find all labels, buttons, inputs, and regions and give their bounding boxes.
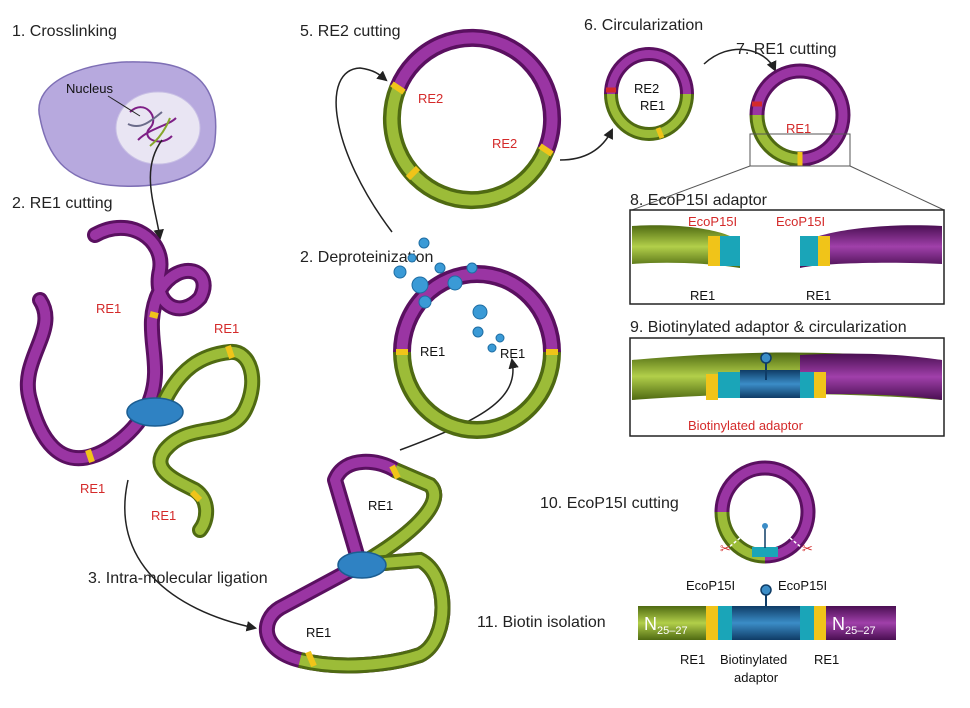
- ecop-label-d: EcoP15I: [778, 578, 827, 593]
- re2-label-a: RE2: [418, 91, 443, 106]
- re1-label-i: RE1: [640, 98, 665, 113]
- step-8-title: 8. EcoP15I adaptor: [630, 192, 768, 209]
- re2-label-b: RE2: [492, 136, 517, 151]
- ecop-label-c: EcoP15I: [686, 578, 735, 593]
- dna-strand-loop: [19, 219, 261, 538]
- re1-label-c: RE1: [80, 481, 105, 496]
- svg-text:✂: ✂: [802, 541, 813, 556]
- step-2-title: 2. RE1 cutting: [12, 195, 113, 212]
- re1-label-d: RE1: [151, 508, 176, 523]
- re1-label-l: RE1: [806, 288, 831, 303]
- step-9-title: 9. Biotinylated adaptor & circularizatio…: [630, 319, 907, 336]
- re1-label-b: RE1: [214, 321, 239, 336]
- n-left: N25–27: [644, 614, 688, 637]
- arrow-1-to-2: [149, 139, 164, 241]
- n-right: N25–27: [832, 614, 876, 637]
- re1-label-a: RE1: [96, 301, 121, 316]
- re1-label-e: RE1: [368, 498, 393, 513]
- step-11-title: 11. Biotin isolation: [477, 614, 606, 631]
- re1-label-k: RE1: [690, 288, 715, 303]
- step-10-title: 10. EcoP15I cutting: [540, 495, 679, 512]
- nucleus-label: Nucleus: [66, 81, 113, 96]
- protein-clamp: [126, 397, 184, 427]
- arrow-5-to-6: [559, 128, 613, 161]
- re1-label-h: RE1: [500, 346, 525, 361]
- protein-clamp-ligation: [337, 551, 387, 579]
- ecop-label-b: EcoP15I: [776, 214, 825, 229]
- biotin-adaptor-label: Biotinylated adaptor: [688, 418, 804, 433]
- step-5-title: 5. RE2 cutting: [300, 23, 401, 40]
- arrow-deprot-to-5: [335, 67, 393, 233]
- arrow-2-to-3: [124, 479, 258, 632]
- step-6-title: 6. Circularization: [584, 17, 703, 34]
- biotinylated-label: Biotinylated: [720, 652, 787, 667]
- re1-label-n: RE1: [814, 652, 839, 667]
- re1-label-g: RE1: [420, 344, 445, 359]
- circle-small-ring: [604, 47, 694, 141]
- re1-label-f: RE1: [306, 625, 331, 640]
- arrow-6-to-7: [703, 48, 777, 72]
- step-3-title: 3. Intra-molecular ligation: [88, 570, 268, 587]
- circle-re1-ring: [749, 63, 851, 167]
- protein-bubbles: [393, 237, 505, 353]
- svg-text:✂: ✂: [720, 541, 731, 556]
- step-deprot-title: 2. Deproteinization: [300, 249, 433, 266]
- step-7-title: 7. RE1 cutting: [736, 41, 837, 58]
- zoom-box: [749, 133, 851, 167]
- step-1-title: 1. Crosslinking: [12, 23, 117, 40]
- adaptor-label: adaptor: [734, 670, 779, 685]
- re2-ring: [382, 28, 562, 210]
- arrow-3-to-deprot: [399, 357, 519, 451]
- re2-label-c: RE2: [634, 81, 659, 96]
- deprot-ring: [393, 265, 561, 439]
- re1-label-j: RE1: [786, 121, 811, 136]
- ecop-label-a: EcoP15I: [688, 214, 737, 229]
- re1-label-m: RE1: [680, 652, 705, 667]
